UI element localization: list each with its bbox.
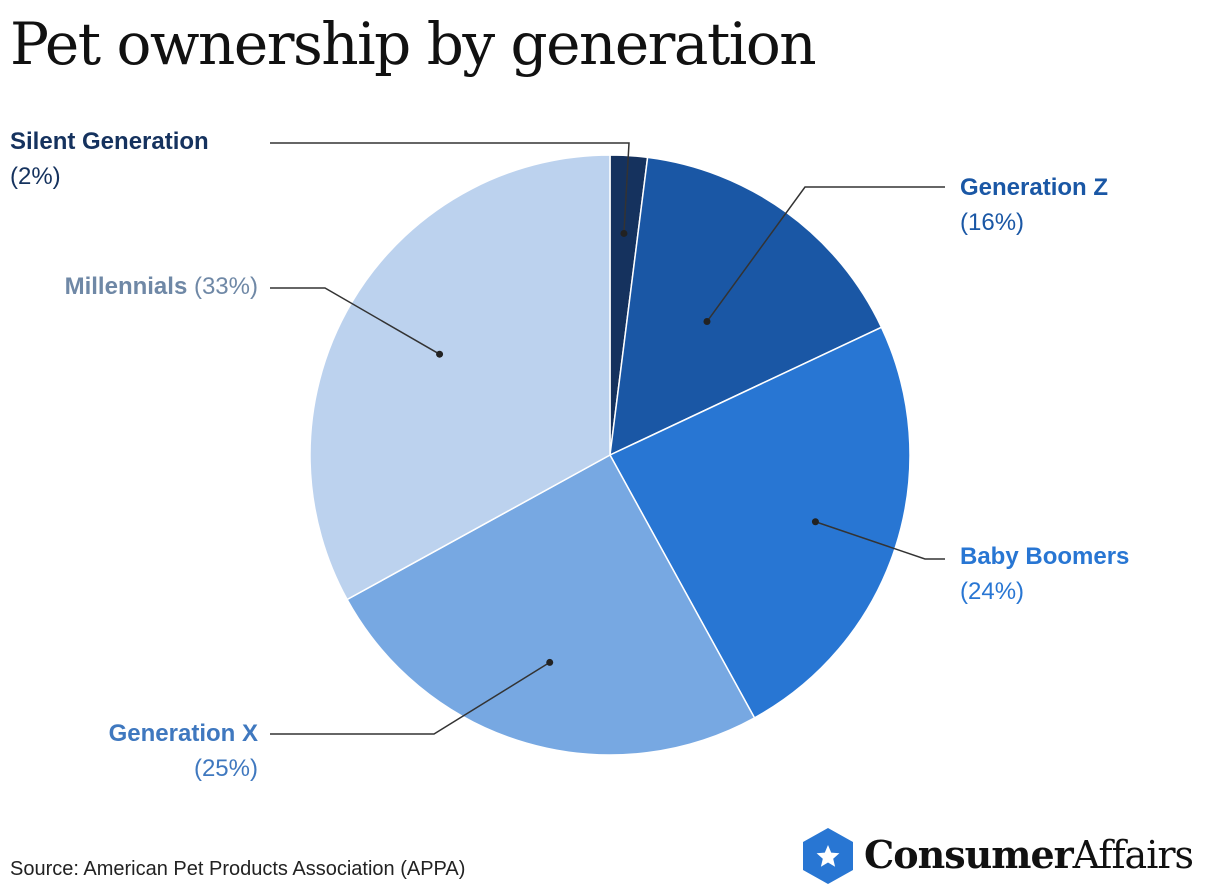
slice-label-pct: (25%)	[194, 755, 258, 782]
slice-label-name: Millennials	[65, 273, 194, 300]
slice-label-pct: (16%)	[960, 209, 1024, 236]
slice-label-pct: (24%)	[960, 578, 1024, 605]
leader-line	[270, 287, 440, 355]
leader-dot	[811, 518, 819, 526]
pie-slice-millennials	[309, 154, 611, 601]
leader-line	[815, 521, 945, 560]
slice-label-name: Baby Boomers	[960, 543, 1129, 570]
slice-labels: Silent Generation (2%) Generation Z (16%) Ba…	[10, 128, 1129, 782]
leader-line	[706, 186, 945, 322]
leader-dot	[436, 350, 444, 358]
slice-label-pct: (2%)	[10, 163, 61, 190]
logo-word-consumer: Consumer	[864, 832, 1074, 877]
logo-wordmark: ConsumerAffairs	[864, 832, 1194, 877]
leader-dot	[620, 229, 628, 237]
source-note: Source: American Pet Products Associatio…	[10, 858, 466, 880]
slice-label-name: Silent Generation	[10, 128, 209, 155]
leader-lines	[270, 142, 945, 735]
consumeraffairs-logo: ConsumerAffairs	[800, 826, 1215, 886]
pie-slices	[309, 154, 911, 756]
slice-label-name: Generation Z	[960, 174, 1108, 201]
logo-word-affairs: Affairs	[1072, 833, 1194, 877]
pie-slice-generation-x	[346, 453, 756, 756]
leader-dot	[546, 658, 554, 666]
leader-dot	[703, 318, 711, 326]
slice-label: Millennials (33%)	[65, 273, 258, 300]
star-hexagon-icon	[803, 828, 853, 884]
leader-line	[270, 142, 630, 234]
pie-slice-baby-boomers	[608, 326, 911, 719]
leader-line	[270, 661, 551, 735]
slice-label-name: Generation X	[109, 720, 258, 747]
slice-label-pct: (33%)	[194, 273, 258, 300]
chart-title: Pet ownership by generation	[10, 10, 817, 78]
